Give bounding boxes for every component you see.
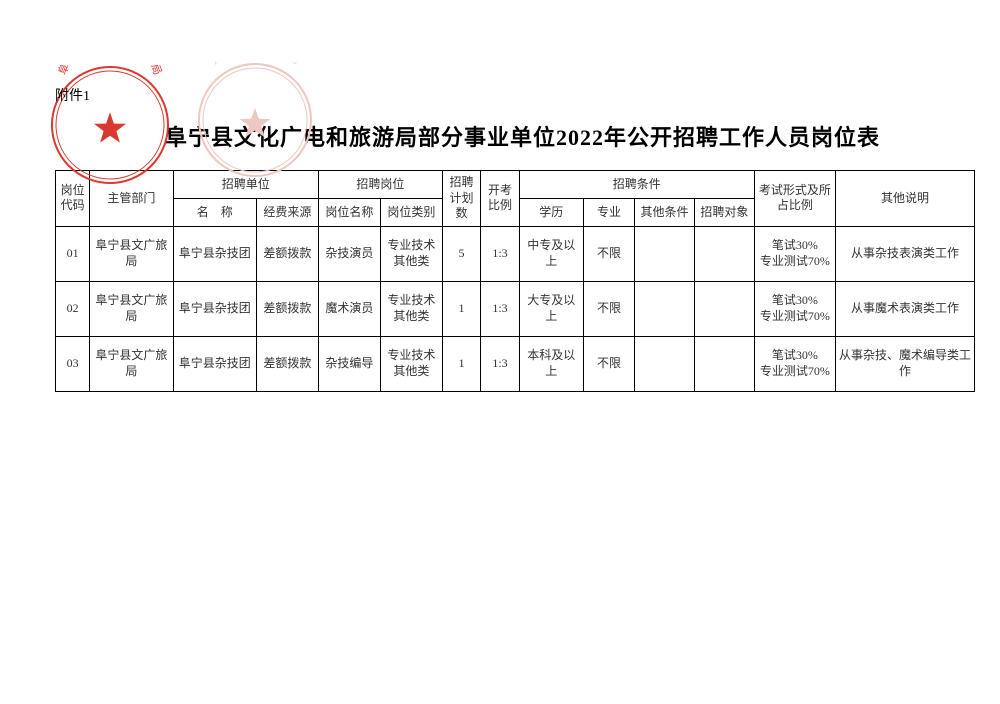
cell-other_cond — [635, 336, 695, 391]
cell-unit_name: 阜宁县杂技团 — [173, 281, 256, 336]
cell-dept: 阜宁县文广旅局 — [90, 336, 173, 391]
svg-text:人力资源和社会保障: 人力资源和社会保障 — [207, 62, 305, 67]
cell-edu: 中专及以上 — [519, 226, 583, 281]
cell-dept: 阜宁县文广旅局 — [90, 226, 173, 281]
cell-post_type: 专业技术其他类 — [380, 336, 442, 391]
col-other-cond: 其他条件 — [635, 198, 695, 226]
col-other-note: 其他说明 — [835, 171, 974, 227]
attachment-label: 附件1 — [55, 85, 90, 105]
table-row: 03阜宁县文广旅局阜宁县杂技团差额拨款杂技编导专业技术其他类11:3本科及以上不… — [56, 336, 975, 391]
cell-major: 不限 — [583, 226, 634, 281]
page-title: 阜宁县文化广电和旅游局部分事业单位2022年公开招聘工作人员岗位表 — [55, 120, 990, 152]
col-open-ratio: 开考比例 — [481, 171, 519, 227]
cell-major: 不限 — [583, 336, 634, 391]
cell-target — [694, 281, 754, 336]
jobs-table: 岗位代码 主管部门 招聘单位 招聘岗位 招聘计划数 开考比例 招聘条件 考试形式… — [55, 170, 975, 392]
cell-edu: 大专及以上 — [519, 281, 583, 336]
cell-target — [694, 336, 754, 391]
col-plan-count: 招聘计划数 — [442, 171, 480, 227]
cell-exam_form: 笔试30%专业测试70% — [754, 336, 835, 391]
cell-post_type: 专业技术其他类 — [380, 281, 442, 336]
cell-unit_name: 阜宁县杂技团 — [173, 226, 256, 281]
col-conditions-group: 招聘条件 — [519, 171, 754, 199]
col-post-type: 岗位类别 — [380, 198, 442, 226]
col-recruit-unit-group: 招聘单位 — [173, 171, 318, 199]
table-row: 02阜宁县文广旅局阜宁县杂技团差额拨款魔术演员专业技术其他类11:3大专及以上不… — [56, 281, 975, 336]
cell-other_note: 从事魔术表演类工作 — [835, 281, 974, 336]
cell-exam_form: 笔试30%专业测试70% — [754, 281, 835, 336]
cell-dept: 阜宁县文广旅局 — [90, 281, 173, 336]
cell-code: 03 — [56, 336, 90, 391]
cell-post_name: 杂技演员 — [318, 226, 380, 281]
col-exam-form: 考试形式及所占比例 — [754, 171, 835, 227]
cell-plan_count: 1 — [442, 281, 480, 336]
col-unit-name: 名 称 — [173, 198, 256, 226]
cell-other_note: 从事杂技、魔术编导类工作 — [835, 336, 974, 391]
cell-exam_form: 笔试30%专业测试70% — [754, 226, 835, 281]
col-code: 岗位代码 — [56, 171, 90, 227]
col-post-name: 岗位名称 — [318, 198, 380, 226]
cell-other_cond — [635, 226, 695, 281]
col-edu: 学历 — [519, 198, 583, 226]
cell-post_name: 魔术演员 — [318, 281, 380, 336]
cell-code: 01 — [56, 226, 90, 281]
cell-unit_name: 阜宁县杂技团 — [173, 336, 256, 391]
cell-target — [694, 226, 754, 281]
cell-other_cond — [635, 281, 695, 336]
svg-text:阜宁县文化广电和旅游局: 阜宁县文化广电和旅游局 — [56, 65, 164, 77]
col-dept: 主管部门 — [90, 171, 173, 227]
cell-post_name: 杂技编导 — [318, 336, 380, 391]
col-major: 专业 — [583, 198, 634, 226]
cell-open_ratio: 1:3 — [481, 281, 519, 336]
col-funding: 经费来源 — [256, 198, 318, 226]
col-target: 招聘对象 — [694, 198, 754, 226]
cell-funding: 差额拨款 — [256, 336, 318, 391]
cell-funding: 差额拨款 — [256, 281, 318, 336]
cell-major: 不限 — [583, 281, 634, 336]
col-recruit-post-group: 招聘岗位 — [318, 171, 442, 199]
cell-plan_count: 1 — [442, 336, 480, 391]
cell-post_type: 专业技术其他类 — [380, 226, 442, 281]
cell-code: 02 — [56, 281, 90, 336]
cell-edu: 本科及以上 — [519, 336, 583, 391]
cell-open_ratio: 1:3 — [481, 226, 519, 281]
cell-open_ratio: 1:3 — [481, 336, 519, 391]
table-row: 01阜宁县文广旅局阜宁县杂技团差额拨款杂技演员专业技术其他类51:3中专及以上不… — [56, 226, 975, 281]
cell-plan_count: 5 — [442, 226, 480, 281]
cell-other_note: 从事杂技表演类工作 — [835, 226, 974, 281]
cell-funding: 差额拨款 — [256, 226, 318, 281]
